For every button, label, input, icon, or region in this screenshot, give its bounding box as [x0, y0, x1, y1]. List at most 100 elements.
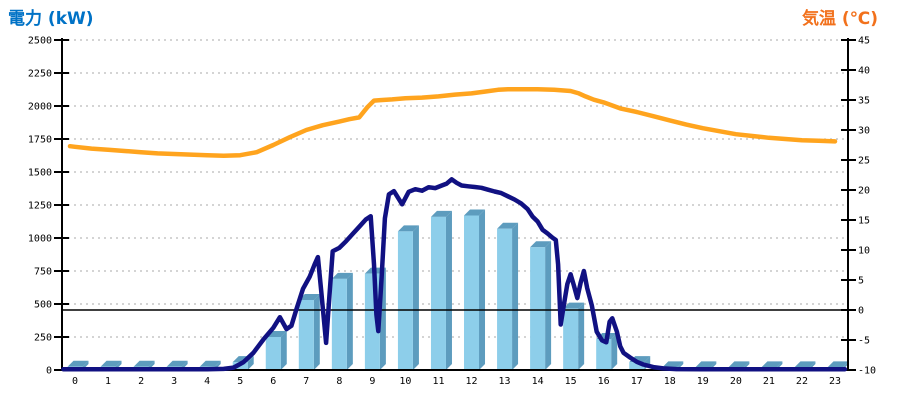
- right-tick-label--5: -5: [858, 336, 870, 347]
- bar-face: [265, 337, 281, 370]
- bar-face: [445, 210, 452, 370]
- right-tick-label-30: 30: [858, 126, 870, 137]
- bar-face: [545, 241, 552, 370]
- bar-face: [397, 225, 419, 232]
- bar-face: [133, 360, 155, 367]
- bar-face: [430, 210, 452, 217]
- bar-face: [313, 294, 320, 370]
- bar-face: [464, 209, 486, 216]
- bar-face: [662, 361, 684, 368]
- bar-face: [331, 272, 353, 279]
- bar-hour-12: [464, 209, 486, 370]
- right-tick-label-0: 0: [858, 306, 864, 317]
- left-tick-label-2500: 2500: [28, 36, 52, 47]
- x-tick-label-6: 6: [270, 376, 276, 387]
- x-tick-label-5: 5: [237, 376, 243, 387]
- bar-hour-15: [563, 302, 585, 370]
- x-tick-label-12: 12: [465, 376, 477, 387]
- bar-face: [67, 360, 89, 367]
- bar-face: [695, 361, 717, 368]
- x-tick-label-10: 10: [399, 376, 411, 387]
- right-tick-label-15: 15: [858, 216, 870, 227]
- right-tick-label-10: 10: [858, 246, 870, 257]
- bar-face: [497, 228, 513, 370]
- bar-hour-14: [530, 241, 552, 370]
- x-tick-label-23: 23: [829, 376, 841, 387]
- right-tick-label-40: 40: [858, 66, 870, 77]
- x-tick-label-18: 18: [664, 376, 676, 387]
- x-tick-label-7: 7: [303, 376, 309, 387]
- bar-hour-13: [497, 222, 519, 370]
- bar-face: [298, 294, 320, 301]
- x-tick-label-14: 14: [532, 376, 544, 387]
- bar-face: [794, 361, 816, 368]
- x-tick-label-0: 0: [72, 376, 78, 387]
- left-tick-label-0: 0: [46, 366, 52, 377]
- left-tick-label-500: 500: [34, 300, 52, 311]
- bar-face: [728, 361, 750, 368]
- x-tick-label-21: 21: [763, 376, 775, 387]
- right-tick-label-5: 5: [858, 276, 864, 287]
- x-tick-label-11: 11: [432, 376, 444, 387]
- bar-face: [479, 209, 486, 370]
- x-tick-label-4: 4: [204, 376, 210, 387]
- power-line: [61, 177, 848, 372]
- x-tick-label-15: 15: [565, 376, 577, 387]
- bar-face: [530, 247, 546, 370]
- right-tick-label--10: -10: [858, 366, 876, 377]
- left-tick-label-1000: 1000: [28, 234, 52, 245]
- bar-face: [611, 332, 618, 370]
- bar-face: [430, 216, 446, 370]
- bar-face: [827, 361, 849, 368]
- bar-face: [166, 360, 188, 367]
- bar-face: [199, 360, 221, 367]
- left-axis-title: 電力 (kW): [8, 8, 94, 29]
- left-tick-label-750: 750: [34, 267, 52, 278]
- x-tick-label-19: 19: [697, 376, 709, 387]
- bar-hour-6: [265, 331, 287, 370]
- bar-face: [100, 360, 122, 367]
- bar-face: [397, 231, 413, 370]
- bar-face: [331, 278, 347, 370]
- left-tick-label-2250: 2250: [28, 69, 52, 80]
- bar-face: [280, 331, 287, 370]
- right-tick-label-45: 45: [858, 36, 870, 47]
- right-tick-label-20: 20: [858, 186, 870, 197]
- left-tick-label-1750: 1750: [28, 135, 52, 146]
- bar-face: [563, 308, 579, 370]
- bar-face: [298, 300, 314, 370]
- left-tick-label-1250: 1250: [28, 201, 52, 212]
- x-tick-label-9: 9: [369, 376, 375, 387]
- x-tick-label-2: 2: [138, 376, 144, 387]
- bar-face: [761, 361, 783, 368]
- plot-area: 02505007501000125015001750200022502500-1…: [28, 36, 876, 388]
- right-axis-title: 気温 (℃): [801, 8, 878, 29]
- x-tick-label-1: 1: [105, 376, 111, 387]
- x-tick-label-13: 13: [499, 376, 511, 387]
- left-tick-label-250: 250: [34, 333, 52, 344]
- bar-face: [412, 225, 419, 370]
- bar-face: [563, 302, 585, 309]
- bar-face: [346, 272, 353, 370]
- bar-face: [512, 222, 519, 370]
- left-tick-label-1500: 1500: [28, 168, 52, 179]
- bar-face: [578, 302, 585, 370]
- x-tick-label-17: 17: [631, 376, 643, 387]
- bar-hour-11: [430, 210, 452, 370]
- bar-face: [497, 222, 519, 229]
- bar-hour-10: [397, 225, 419, 370]
- bar-face: [247, 356, 254, 370]
- x-tick-label-3: 3: [171, 376, 177, 387]
- bar-hour-7: [298, 294, 320, 370]
- x-tick-label-20: 20: [730, 376, 742, 387]
- left-tick-label-2000: 2000: [28, 102, 52, 113]
- right-tick-label-35: 35: [858, 96, 870, 107]
- right-tick-label-25: 25: [858, 156, 870, 167]
- temperature-line: [67, 86, 838, 159]
- x-tick-label-8: 8: [336, 376, 342, 387]
- bar-face: [530, 241, 552, 248]
- bar-face: [596, 338, 612, 370]
- bar-hour-8: [331, 272, 353, 370]
